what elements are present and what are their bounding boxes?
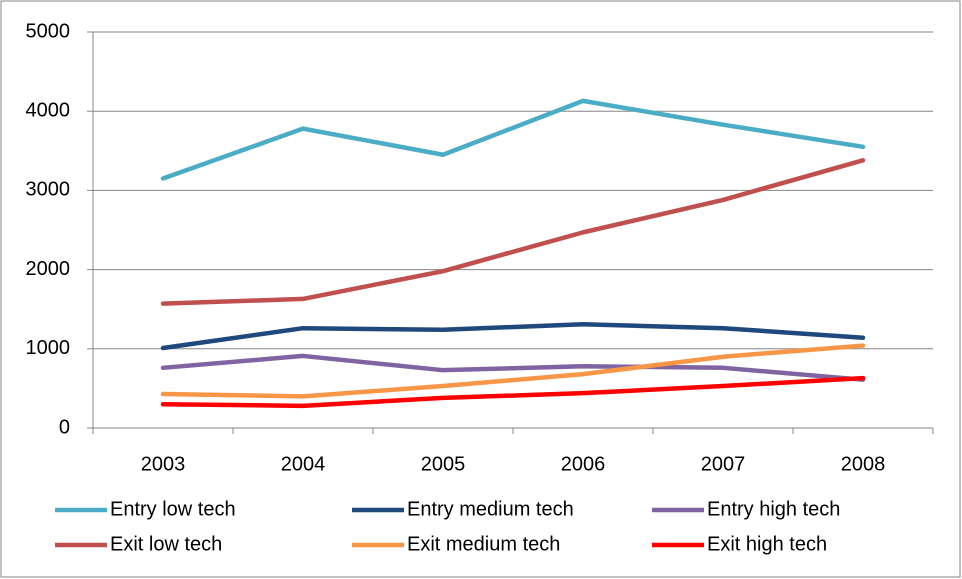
x-tick-label: 2008 xyxy=(841,453,886,475)
series-line xyxy=(160,343,866,399)
y-tick-label: 3000 xyxy=(26,179,71,201)
legend-label: Entry low tech xyxy=(110,498,236,520)
legend-label: Exit high tech xyxy=(707,533,827,555)
x-tick-label: 2005 xyxy=(421,453,466,475)
x-tick-label: 2007 xyxy=(701,453,746,475)
series-line xyxy=(160,353,866,382)
y-tick-label: 0 xyxy=(59,416,70,438)
series-line xyxy=(160,98,866,181)
x-tick-label: 2004 xyxy=(281,453,326,475)
y-tick-label: 2000 xyxy=(26,258,71,280)
legend-label: Exit medium tech xyxy=(407,533,560,555)
legend-label: Entry medium tech xyxy=(407,498,574,520)
legend-label: Entry high tech xyxy=(707,498,840,520)
y-tick-label: 5000 xyxy=(26,20,71,42)
x-tick-label: 2003 xyxy=(141,453,186,475)
series-line xyxy=(160,321,866,351)
series-line xyxy=(160,375,866,409)
y-tick-label: 1000 xyxy=(26,337,71,359)
y-tick-label: 4000 xyxy=(26,99,71,121)
series-line xyxy=(160,158,866,306)
legend-label: Exit low tech xyxy=(110,533,222,555)
x-tick-label: 2006 xyxy=(561,453,606,475)
